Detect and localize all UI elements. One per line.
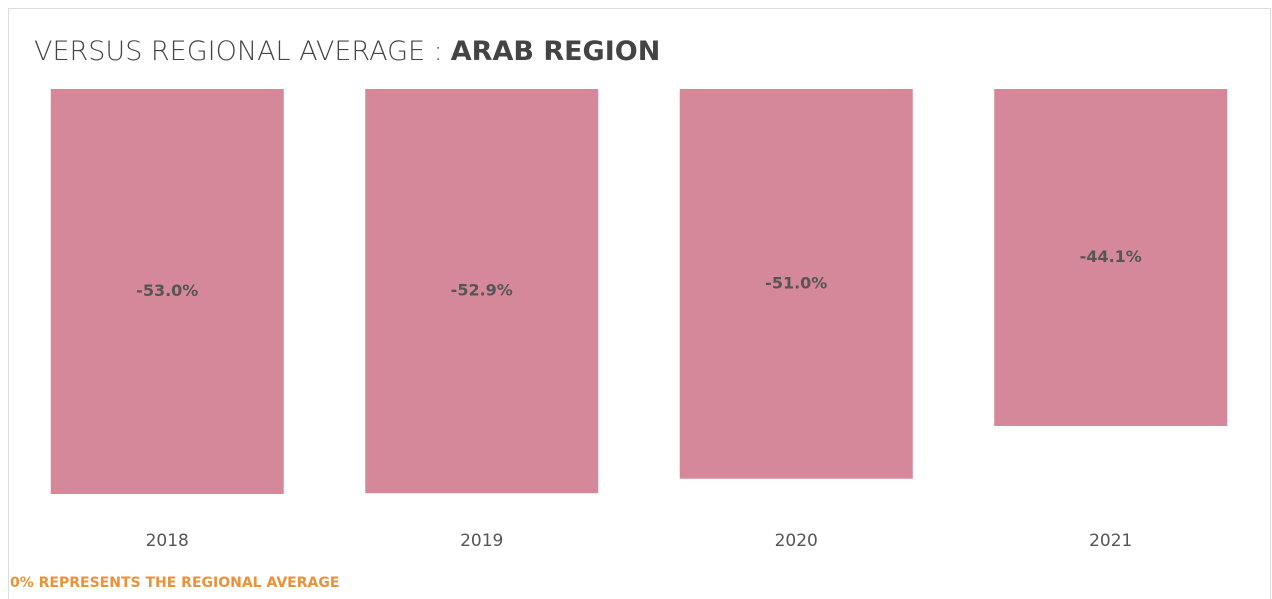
bar [365,89,599,494]
value-label: -52.9% [451,281,513,300]
title-text: VERSUS REGIONAL AVERAGE : [34,36,443,67]
x-tick-label: 2020 [775,531,818,551]
value-label: -44.1% [1080,247,1142,266]
x-tick-label: 2021 [1089,531,1132,551]
x-tick-label: 2018 [146,531,189,551]
bar [50,89,284,494]
value-label: -53.0% [136,281,198,300]
x-tick-label: 2019 [460,531,503,551]
panel-border [8,8,1271,599]
footnote: 0% REPRESENTS THE REGIONAL AVERAGE [10,575,339,591]
chart-title: VERSUS REGIONAL AVERAGE : ARAB REGION [34,36,660,67]
title-highlight: ARAB REGION [451,36,661,67]
bar [679,89,913,479]
bar [994,89,1228,426]
value-label: -51.0% [765,273,827,292]
